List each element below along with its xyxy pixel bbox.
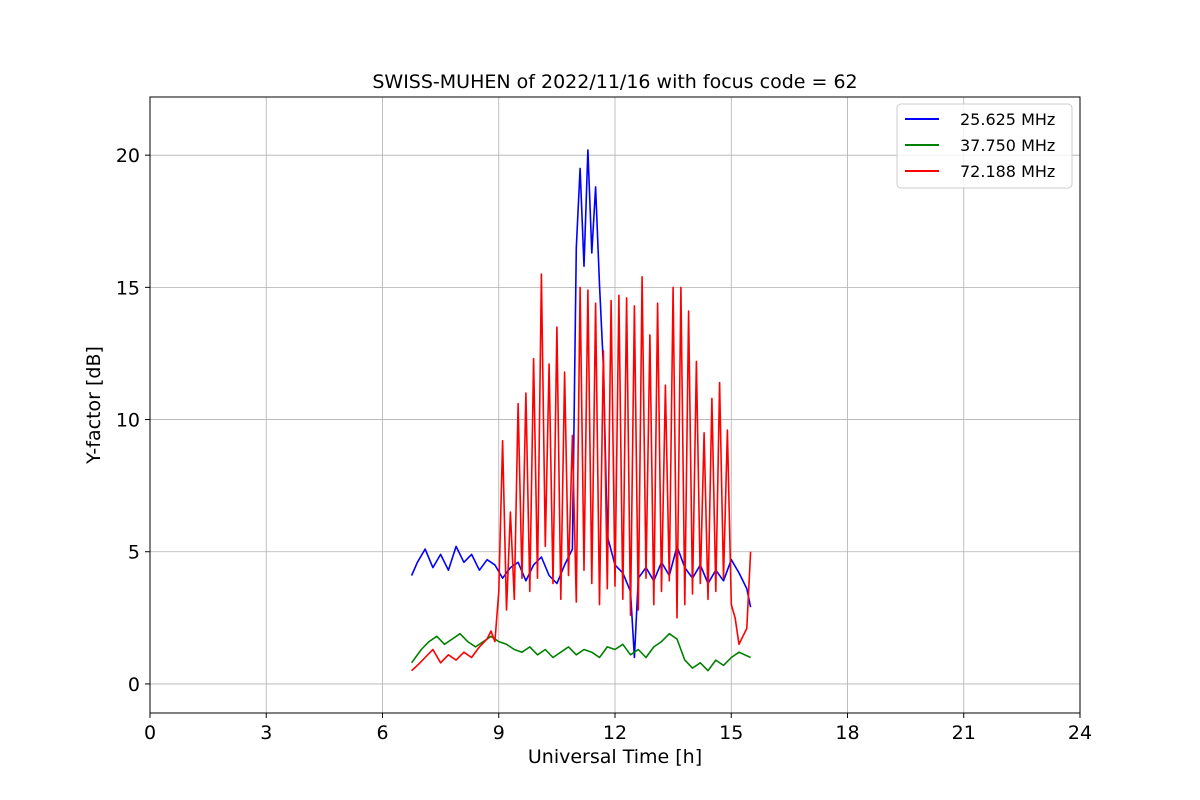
x-axis-ticks: 0 3 6 9 12 15 18 21 24 [144, 713, 1092, 744]
y-axis-label: Y-factor [dB] [83, 346, 105, 465]
x-tick-label: 21 [952, 722, 976, 744]
x-axis-label: Universal Time [h] [528, 746, 702, 768]
y-tick-label: 15 [116, 277, 140, 299]
y-tick-label: 10 [116, 410, 140, 432]
y-tick-label: 20 [116, 145, 140, 167]
x-tick-label: 6 [376, 722, 388, 744]
y-axis-ticks: 0 5 10 15 20 [116, 145, 150, 696]
y-tick-label: 0 [128, 674, 140, 696]
legend-frame [896, 103, 1073, 189]
y-tick-label: 5 [128, 542, 140, 564]
x-tick-label: 9 [493, 722, 505, 744]
series-line-37-750-mhz [410, 632, 751, 672]
x-tick-label: 12 [603, 722, 627, 744]
legend-label-37750: 37.750 MHz [960, 136, 1055, 155]
legend: 25.625 MHz 37.750 MHz 72.188 MHz [896, 103, 1073, 189]
series-line-72-188-mhz [411, 273, 752, 672]
x-tick-label: 24 [1068, 722, 1092, 744]
plot-area-series [410, 149, 752, 672]
x-tick-label: 18 [835, 722, 859, 744]
chart-title: SWISS-MUHEN of 2022/11/16 with focus cod… [372, 71, 857, 93]
legend-label-25625: 25.625 MHz [960, 110, 1055, 129]
series-line-25-625-mhz [410, 149, 752, 659]
x-tick-label: 0 [144, 722, 156, 744]
x-tick-label: 3 [260, 722, 272, 744]
x-tick-label: 15 [719, 722, 743, 744]
legend-label-72188: 72.188 MHz [960, 162, 1055, 181]
